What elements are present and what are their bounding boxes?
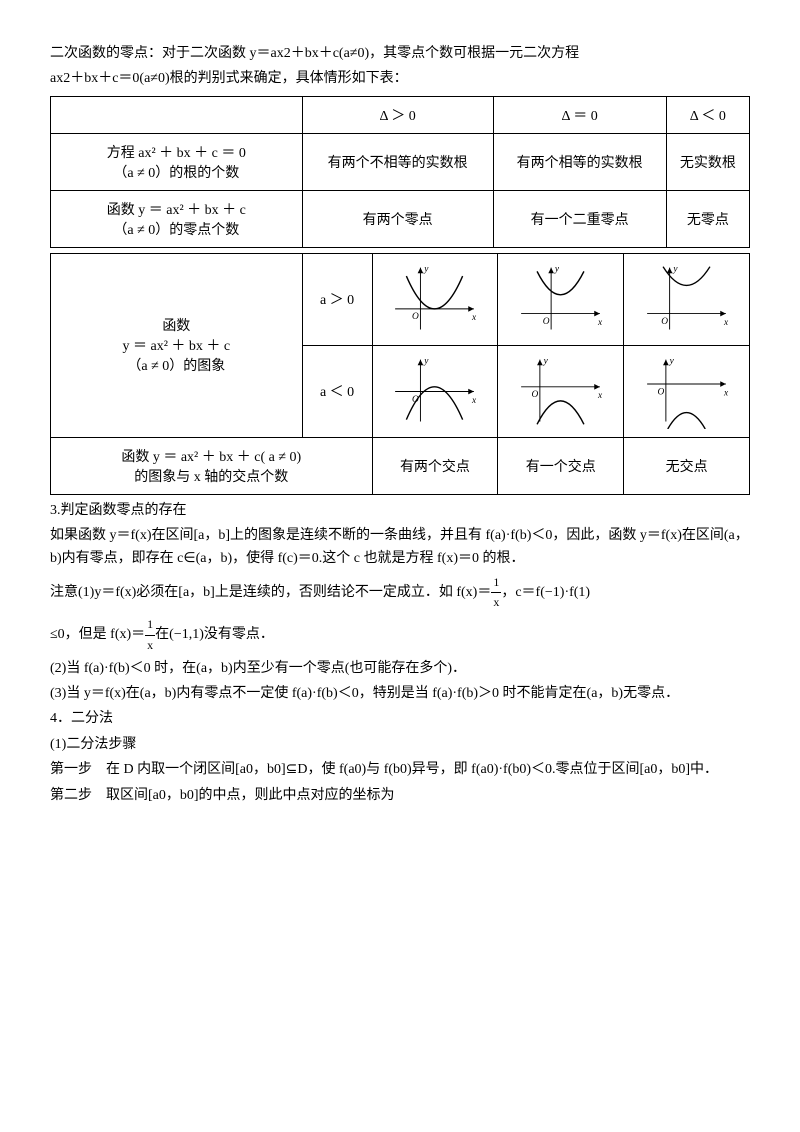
t2-a-lt-0: a ＜ 0 [302,345,372,437]
p3a: ≤0，但是 f(x)＝ [50,627,145,642]
t1-h2: Δ ＝ 0 [493,96,666,133]
svg-text:y: y [672,264,678,274]
t2-r2-label: 函数 y ＝ ax² ＋ bx ＋ c( a ≠ 0) 的图象与 x 轴的交点个… [51,437,373,494]
svg-text:x: x [597,318,603,328]
svg-text:O: O [532,390,539,400]
fraction-1-over-x: 1x [491,573,501,612]
t1-r1c1: 有两个不相等的实数根 [302,133,493,190]
t2-r2c1: 有两个交点 [372,437,498,494]
t1-h1: Δ ＞ 0 [302,96,493,133]
svg-text:y: y [424,264,430,274]
svg-text:x: x [471,396,477,406]
svg-text:x: x [723,388,729,398]
p2a: 注意(1)y＝f(x)必须在[a，b]上是连续的，否则结论不一定成立．如 f(x… [50,585,491,600]
t2-r2c3: 无交点 [624,437,750,494]
svg-text:y: y [669,356,675,366]
t1-r1c3: 无实数根 [666,133,749,190]
t2-r1-label: 函数 y ＝ ax² ＋ bx ＋ c （a ≠ 0）的图象 [51,253,303,437]
t2-a-gt-0: a ＞ 0 [302,253,372,345]
t1-r2-label: 函数 y ＝ ax² ＋ bx ＋ c （a ≠ 0）的零点个数 [51,190,303,247]
table-2: 函数 y ＝ ax² ＋ bx ＋ c （a ≠ 0）的图象 a ＞ 0 y x… [50,253,750,495]
svg-text:O: O [412,312,419,322]
step-1: 第一步 在 D 内取一个闭区间[a0，b0]⊆D，使 f(a0)与 f(b0)异… [50,759,750,781]
para-2: 注意(1)y＝f(x)必须在[a，b]上是连续的，否则结论不一定成立．如 f(x… [50,573,750,612]
para-4: (2)当 f(a)·f(b)＜0 时，在(a，b)内至少有一个零点(也可能存在多… [50,658,750,680]
svg-text:O: O [412,395,419,405]
t1-blank [51,96,303,133]
t2-r2c2: 有一个交点 [498,437,624,494]
graph-up-3: y x O [624,253,750,345]
section-3-title: 3.判定函数零点的存在 [50,500,750,522]
p2b: ，c＝f(−1)·f(1) [501,585,590,600]
graph-up-2: y x O [498,253,624,345]
graph-down-2: y x O [498,345,624,437]
para-5: (3)当 y＝f(x)在(a，b)内有零点不一定使 f(a)·f(b)＜0，特别… [50,683,750,705]
para-1: 如果函数 y＝f(x)在区间[a，b]上的图象是连续不断的一条曲线，并且有 f(… [50,525,750,570]
t1-r1c2: 有两个相等的实数根 [493,133,666,190]
svg-text:y: y [554,264,560,274]
svg-text:x: x [597,391,603,401]
svg-text:O: O [658,387,665,397]
svg-text:O: O [661,317,668,327]
t1-r2c1: 有两个零点 [302,190,493,247]
graph-down-1: y x O [372,345,498,437]
intro-line-1: 二次函数的零点：对于二次函数 y＝ax2＋bx＋c(a≠0)，其零点个数可根据一… [50,43,750,65]
graph-down-3: y x O [624,345,750,437]
t1-h3: Δ ＜ 0 [666,96,749,133]
svg-text:O: O [543,317,550,327]
graph-up-1: y x O [372,253,498,345]
section-4-title: 4．二分法 [50,708,750,730]
p3b: 在(−1,1)没有零点． [155,627,274,642]
section-4-sub: (1)二分法步骤 [50,734,750,756]
svg-text:x: x [471,313,477,323]
fraction-1-over-x-2: 1x [145,615,155,654]
svg-text:y: y [424,356,430,366]
step-2: 第二步 取区间[a0，b0]的中点，则此中点对应的坐标为 [50,785,750,807]
svg-text:y: y [543,356,549,366]
svg-text:x: x [723,318,729,328]
table-1: Δ ＞ 0 Δ ＝ 0 Δ ＜ 0 方程 ax² ＋ bx ＋ c ＝ 0 （a… [50,96,750,248]
t1-r2c3: 无零点 [666,190,749,247]
para-3: ≤0，但是 f(x)＝1x在(−1,1)没有零点． [50,615,750,654]
intro-line-2: ax2＋bx＋c＝0(a≠0)根的判别式来确定，具体情形如下表： [50,68,750,90]
t1-r1-label: 方程 ax² ＋ bx ＋ c ＝ 0 （a ≠ 0）的根的个数 [51,133,303,190]
t1-r2c2: 有一个二重零点 [493,190,666,247]
